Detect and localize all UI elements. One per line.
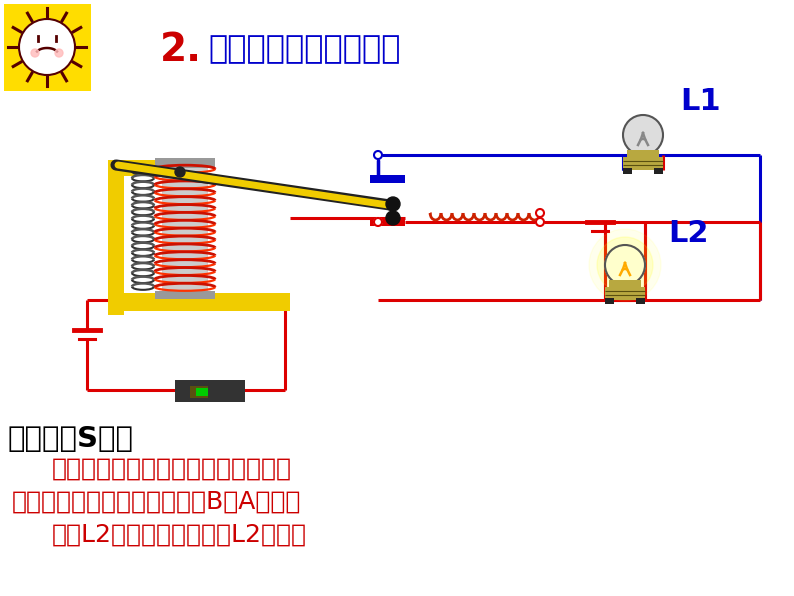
Bar	[108, 293, 290, 311]
Circle shape	[31, 49, 39, 57]
Circle shape	[623, 115, 663, 155]
Bar	[196, 388, 208, 396]
Circle shape	[536, 209, 544, 217]
Circle shape	[536, 218, 544, 226]
Text: 电磁继电器的工作过程: 电磁继电器的工作过程	[208, 35, 400, 66]
Bar	[627, 150, 659, 159]
Bar	[162, 165, 208, 293]
Text: 2.: 2.	[160, 31, 202, 69]
Circle shape	[19, 19, 75, 75]
Bar	[605, 287, 645, 300]
Circle shape	[386, 211, 400, 225]
Bar	[605, 298, 614, 304]
Circle shape	[374, 151, 382, 159]
Text: L2: L2	[668, 219, 708, 248]
Circle shape	[605, 245, 645, 285]
Bar	[654, 168, 663, 174]
Bar	[370, 218, 405, 226]
Bar	[108, 160, 124, 315]
Bar	[4, 4, 91, 91]
Circle shape	[605, 245, 645, 285]
Text: 有电流通过电磁铁的线圈所在电路，: 有电流通过电磁铁的线圈所在电路，	[52, 457, 292, 481]
Circle shape	[55, 49, 63, 57]
Text: 闭合开关S时：: 闭合开关S时：	[8, 425, 134, 453]
Circle shape	[374, 218, 382, 226]
Circle shape	[597, 237, 653, 293]
Circle shape	[175, 167, 185, 177]
Bar	[155, 291, 215, 299]
Bar	[175, 380, 245, 402]
Text: L1: L1	[680, 87, 721, 116]
Bar	[108, 160, 190, 176]
Circle shape	[589, 229, 661, 301]
Bar	[609, 280, 641, 289]
Bar	[155, 158, 215, 168]
Bar	[370, 175, 405, 183]
Text: 电磁铁有磁性，衔铁被吸下，B与A接触，: 电磁铁有磁性，衔铁被吸下，B与A接触，	[12, 490, 302, 514]
Bar	[636, 298, 645, 304]
Circle shape	[386, 197, 400, 211]
Text: 灯泡L2所在电路为通路，L2发光。: 灯泡L2所在电路为通路，L2发光。	[52, 523, 307, 547]
Bar	[190, 386, 208, 398]
Bar	[623, 168, 632, 174]
Bar	[623, 157, 663, 170]
